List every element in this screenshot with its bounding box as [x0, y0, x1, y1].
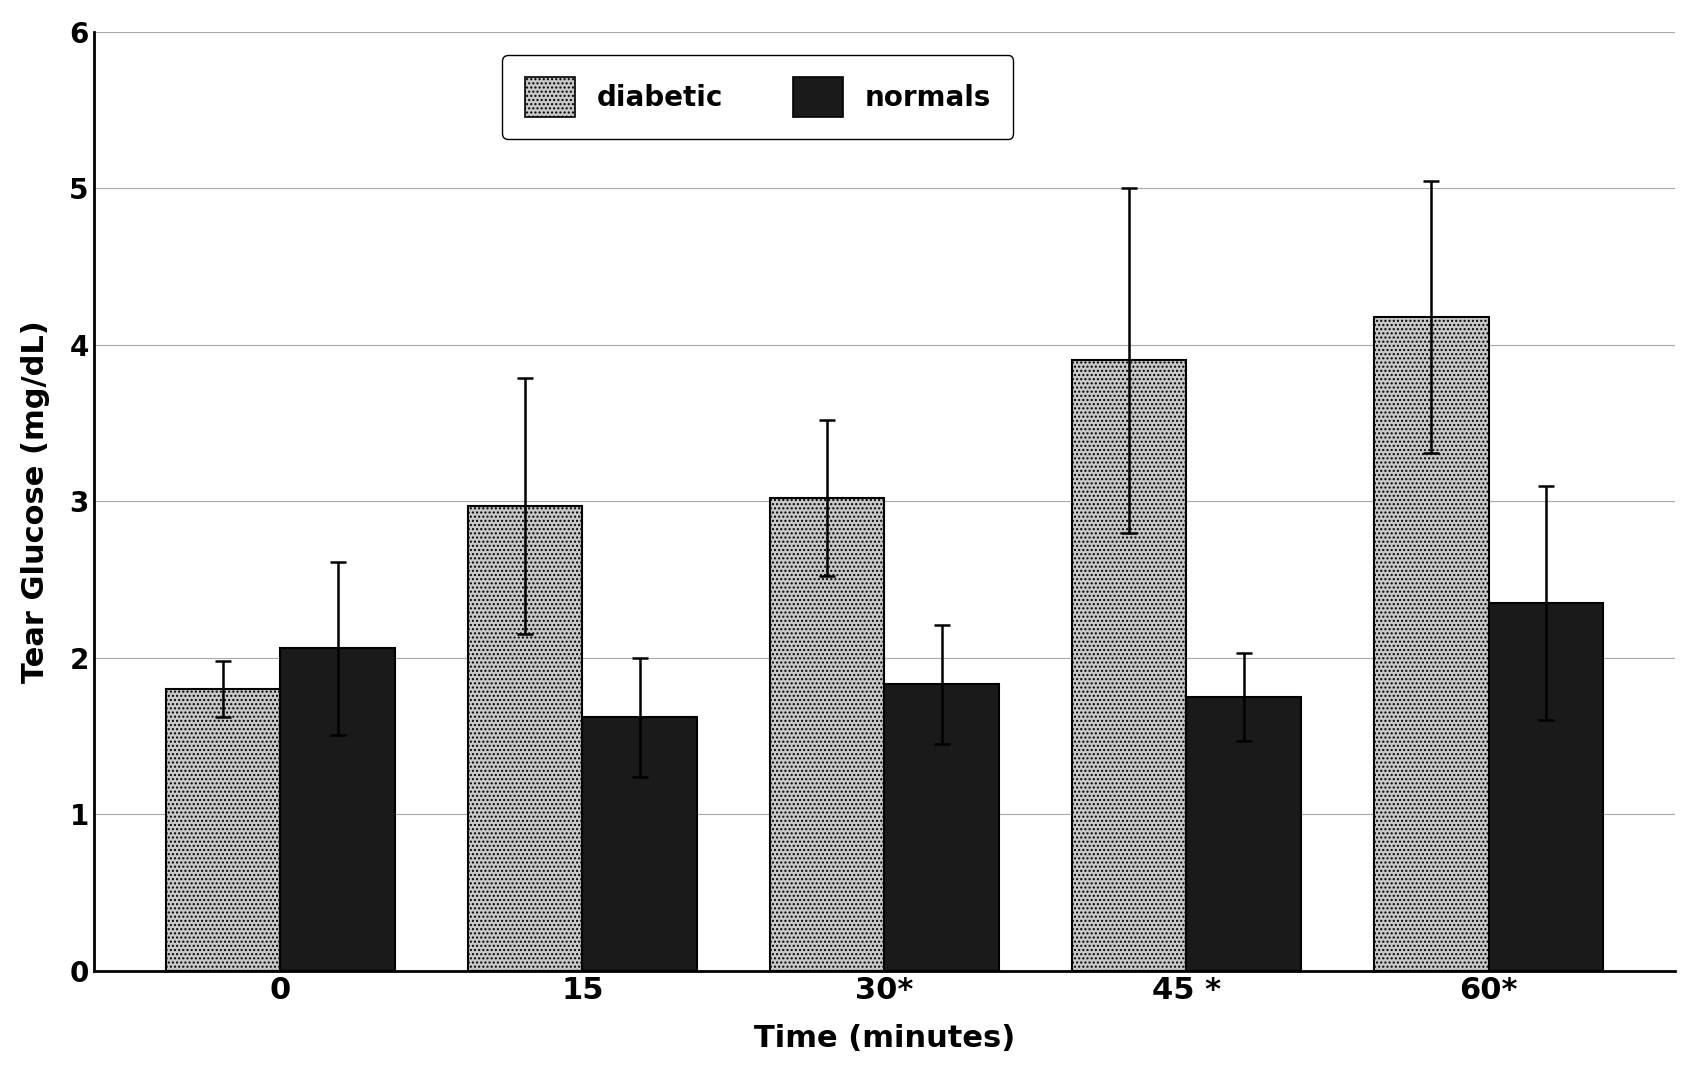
Bar	[280, 649, 395, 971]
Bar	[1187, 697, 1301, 971]
Legend: diabetic, normals: diabetic, normals	[502, 55, 1014, 139]
Bar	[1072, 361, 1187, 971]
Bar	[468, 506, 582, 971]
Bar	[1374, 317, 1489, 971]
Bar	[770, 498, 884, 971]
Y-axis label: Tear Glucose (mg/dL): Tear Glucose (mg/dL)	[20, 320, 49, 683]
X-axis label: Time (minutes): Time (minutes)	[753, 1025, 1014, 1054]
Bar	[582, 717, 697, 971]
Bar	[1489, 604, 1603, 971]
Bar	[166, 690, 280, 971]
Bar	[884, 684, 999, 971]
